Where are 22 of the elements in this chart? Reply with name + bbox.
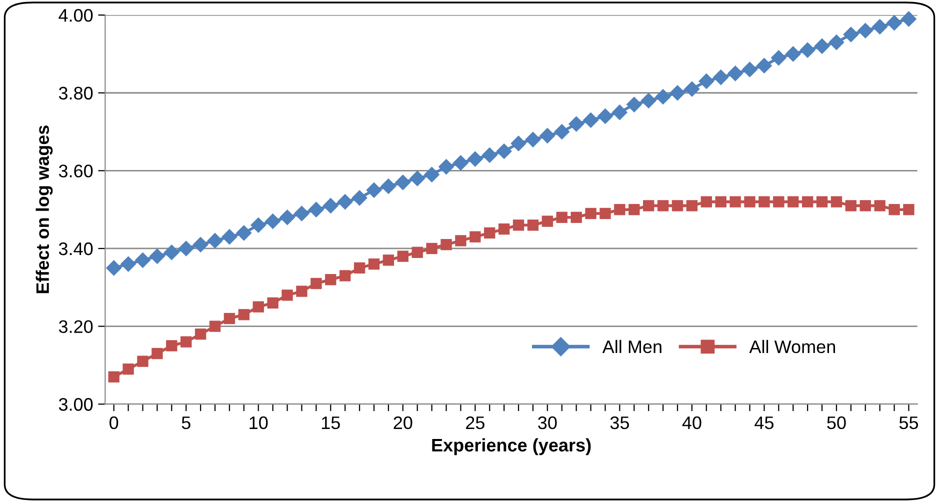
- x-tick-label: 20: [394, 416, 412, 430]
- y-axis-title: Effect on log wages: [36, 126, 53, 294]
- x-tick-label: 25: [466, 416, 484, 430]
- x-tick-label: 5: [182, 416, 190, 430]
- x-tick-label: 40: [682, 416, 702, 430]
- x-tick-label: 55: [899, 416, 918, 430]
- x-axis-title: Experience (years): [432, 438, 591, 456]
- y-tick-label: 3.60: [58, 164, 93, 178]
- y-tick-label: 3.40: [58, 242, 93, 256]
- x-tick-label: 10: [250, 416, 268, 430]
- x-tick-label: 15: [322, 416, 340, 430]
- legend-label: All Women: [749, 340, 836, 354]
- x-tick-label: 30: [538, 416, 557, 430]
- x-tick-label: 45: [754, 416, 774, 430]
- y-tick-label: 3.00: [58, 398, 93, 411]
- x-tick-label: 35: [610, 416, 629, 430]
- y-tick-label: 3.80: [58, 86, 93, 100]
- x-tick-label: 50: [827, 416, 846, 430]
- legend-label: All Men: [602, 340, 662, 354]
- y-tick-label: 3.20: [58, 320, 93, 334]
- x-tick-label: 0: [110, 416, 118, 430]
- y-tick-label: 4.00: [58, 8, 93, 22]
